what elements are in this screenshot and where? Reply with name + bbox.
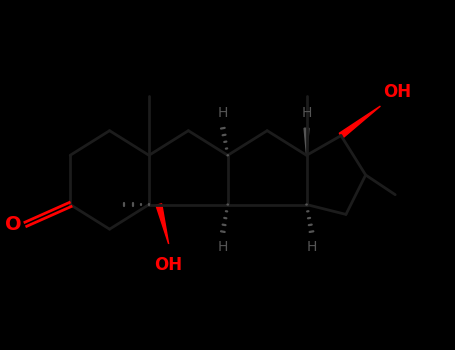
Polygon shape — [156, 204, 169, 244]
Polygon shape — [339, 106, 380, 138]
Text: O: O — [5, 215, 22, 234]
Text: H: H — [217, 240, 228, 254]
Text: H: H — [217, 106, 228, 120]
Text: H: H — [301, 106, 312, 120]
Text: H: H — [306, 240, 317, 254]
Polygon shape — [304, 128, 309, 155]
Text: OH: OH — [383, 83, 411, 101]
Text: OH: OH — [155, 256, 183, 274]
